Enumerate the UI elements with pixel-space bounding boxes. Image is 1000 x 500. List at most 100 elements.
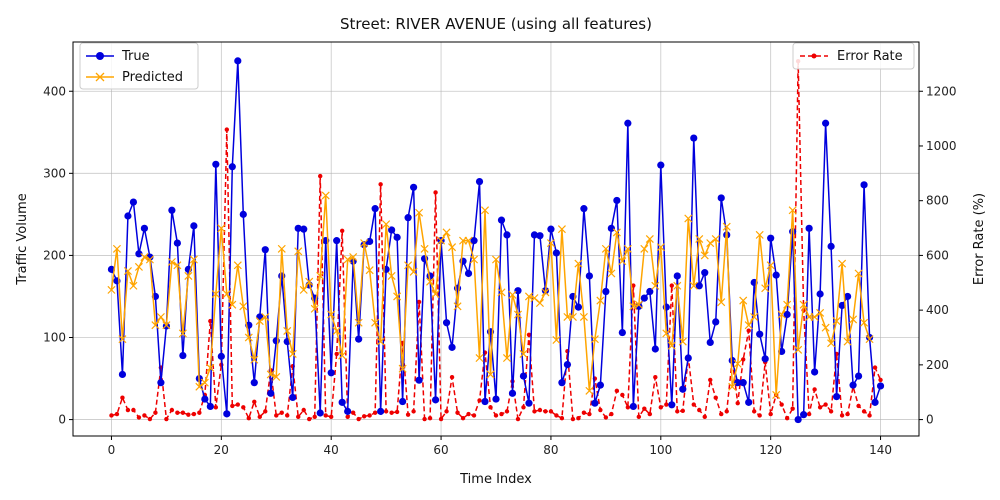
true-point — [854, 372, 863, 380]
true-point — [135, 250, 143, 258]
error-rate-point — [741, 357, 746, 362]
predicted-point — [354, 318, 363, 327]
predicted-point — [568, 312, 577, 322]
error-rate-point — [488, 405, 493, 410]
error-rate-point — [828, 409, 834, 414]
predicted-point — [684, 214, 693, 223]
error-rate-point — [301, 407, 306, 413]
predicted-point — [574, 259, 583, 268]
predicted-point — [464, 236, 473, 245]
predicted-point — [799, 300, 808, 309]
true-point — [536, 232, 544, 240]
predicted-point — [244, 333, 253, 342]
error-rate-point — [751, 409, 757, 414]
predicted-point — [184, 271, 193, 280]
x-tick-label: 120 — [759, 443, 782, 457]
plot-frame — [72, 41, 920, 437]
error-rate-point — [861, 409, 867, 414]
true-point — [547, 225, 555, 233]
error-rate-point — [570, 416, 576, 422]
predicted-point — [838, 259, 847, 268]
error-rate-point — [279, 410, 284, 415]
true-point — [629, 402, 637, 411]
error-rate-point — [405, 412, 411, 417]
predicted-point — [316, 271, 325, 280]
legend-error-marker — [811, 53, 817, 59]
predicted-point — [343, 255, 352, 264]
true-point — [228, 163, 236, 171]
true-point — [464, 269, 473, 278]
error-rate-point — [642, 406, 647, 411]
predicted-point — [134, 262, 143, 271]
error-rate-point — [713, 395, 718, 400]
true-point — [272, 337, 280, 345]
predicted-point — [832, 317, 841, 326]
x-tick-label: 0 — [108, 443, 116, 457]
error-rate-point — [702, 414, 707, 420]
predicted-point — [409, 267, 418, 276]
predicted-point — [178, 329, 187, 338]
x-tick-label: 40 — [324, 443, 339, 457]
predicted-point — [349, 253, 358, 262]
error-rate-point — [790, 406, 795, 411]
predicted-point — [310, 304, 319, 313]
error-rate-point — [658, 405, 664, 410]
legend-right: Error Rate — [792, 42, 915, 70]
error-rate-point — [427, 416, 433, 421]
predicted-point — [266, 370, 275, 379]
error-rate-point — [235, 402, 241, 407]
error-rate-point — [263, 409, 268, 414]
predicted-point — [607, 269, 616, 278]
true-point — [794, 415, 802, 424]
true-point — [267, 389, 275, 397]
error-rate-point — [636, 414, 642, 420]
true-point — [563, 360, 572, 369]
predicted-point — [860, 318, 869, 327]
true-point — [355, 335, 363, 343]
error-rate-point — [856, 403, 861, 409]
error-rate-point — [334, 351, 339, 357]
true-point — [206, 402, 214, 411]
error-rate-point — [878, 377, 883, 383]
predicted-point — [722, 222, 731, 231]
true-point — [585, 272, 593, 280]
predicted-point — [497, 288, 506, 297]
error-rate-point — [664, 402, 669, 407]
true-point — [442, 319, 451, 327]
predicted-point — [239, 302, 248, 311]
predicted-point — [656, 243, 665, 252]
legend-predicted-label: Predicted — [122, 70, 183, 85]
x-tick-label: 80 — [543, 443, 558, 457]
predicted-point — [211, 289, 220, 299]
predicted-point — [596, 296, 605, 305]
predicted-point — [629, 302, 638, 311]
true-point — [767, 234, 775, 242]
predicted-point — [393, 292, 402, 301]
series-layer — [107, 57, 885, 424]
error-rate-point — [191, 411, 197, 417]
predicted-point — [755, 230, 764, 239]
true-point — [673, 272, 681, 280]
predicted-point — [766, 261, 775, 270]
predicted-point — [283, 326, 292, 335]
true-point — [734, 379, 742, 387]
error-rate-point — [620, 392, 625, 398]
true-point — [728, 356, 736, 365]
predicted-point — [750, 312, 759, 322]
predicted-point — [827, 339, 836, 348]
predicted-point — [645, 234, 654, 244]
predicted-point — [717, 298, 726, 307]
predicted-point — [689, 281, 698, 290]
true-point — [514, 287, 522, 295]
true-point — [289, 393, 297, 402]
true-point — [519, 372, 528, 380]
error-rate-point — [603, 415, 609, 420]
predicted-point — [437, 236, 446, 245]
true-point — [300, 225, 308, 233]
predicted-point — [634, 300, 643, 309]
error-rate-point — [532, 409, 537, 414]
true-point — [745, 398, 753, 406]
true-point — [118, 370, 127, 379]
error-rate-point — [548, 409, 554, 414]
predicted-point — [442, 228, 451, 237]
